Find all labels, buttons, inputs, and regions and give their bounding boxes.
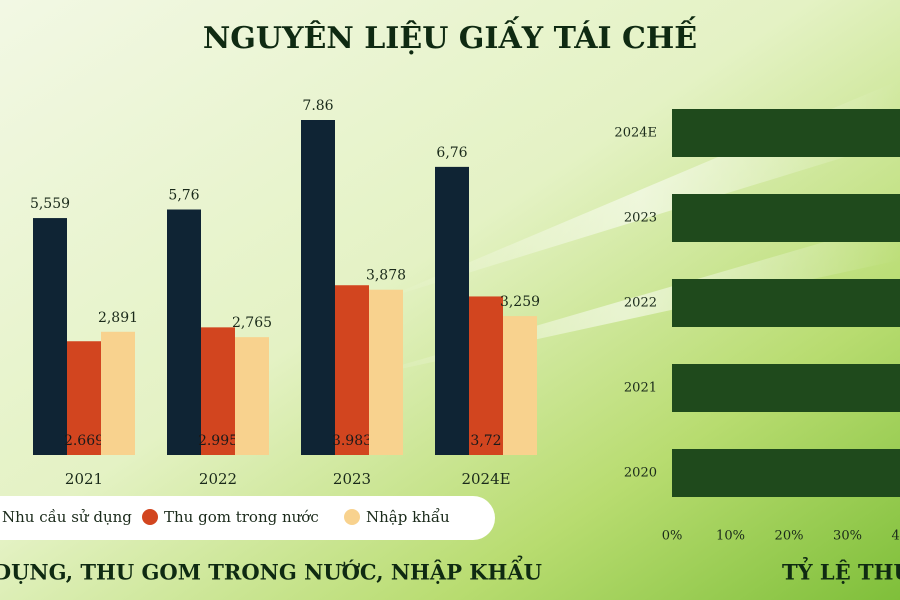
legend-box [0, 496, 495, 540]
chart-title: TỶ LỆ THU [782, 557, 900, 585]
value-label: 3.983 [332, 433, 372, 449]
value-label: 3,878 [366, 268, 406, 284]
bar [101, 331, 135, 455]
value-label: 5,559 [30, 196, 70, 212]
legend-label: Nhu cầu sử dụng [2, 508, 132, 526]
bar [67, 341, 101, 455]
y-tick-label: 2023 [624, 211, 657, 226]
x-tick-label: 2022 [199, 470, 237, 488]
x-tick-label: 2024E [461, 470, 510, 488]
legend-marker [142, 509, 158, 525]
value-label: 5,76 [168, 188, 199, 204]
value-label: 3,259 [500, 294, 540, 310]
legend-label: Thu gom trong nước [164, 508, 319, 526]
bar [201, 327, 235, 455]
value-label: 2.669 [64, 433, 104, 449]
value-label: 7.86 [302, 98, 333, 114]
value-label: 2.995 [198, 433, 238, 449]
bar [672, 279, 900, 327]
x-tick-label: 10% [716, 529, 745, 544]
y-tick-label: 2022 [624, 296, 657, 311]
value-label: 6,76 [436, 145, 467, 161]
bar [469, 296, 503, 455]
value-label: 2,891 [98, 310, 138, 326]
bar [167, 209, 201, 455]
y-tick-label: 2021 [624, 381, 657, 396]
bar [672, 449, 900, 497]
bar [369, 289, 403, 455]
x-tick-label: 40% [892, 529, 900, 544]
x-tick-label: 30% [833, 529, 862, 544]
bar [33, 218, 67, 455]
x-tick-label: 2021 [65, 470, 103, 488]
x-tick-label: 20% [775, 529, 804, 544]
value-label: 2,765 [232, 315, 272, 331]
bar [301, 120, 335, 455]
bar [435, 166, 469, 456]
bar [672, 109, 900, 157]
value-label: 3,72 [470, 433, 501, 449]
bar [503, 316, 537, 455]
chart-title: Ử DỤNG, THU GOM TRONG NƯỚC, NHẬP KHẨU [0, 556, 542, 585]
legend-marker [344, 509, 360, 525]
x-tick-label: 0% [662, 529, 683, 544]
bar [672, 364, 900, 412]
bar [335, 285, 369, 455]
bar [235, 337, 269, 455]
y-tick-label: 2020 [624, 466, 657, 481]
bar [672, 194, 900, 242]
y-tick-label: 2024E [614, 126, 657, 141]
x-tick-label: 2023 [333, 470, 371, 488]
page-title: NGUYÊN LIỆU GIẤY TÁI CHẾ [203, 16, 697, 56]
legend-label: Nhập khẩu [366, 508, 450, 526]
